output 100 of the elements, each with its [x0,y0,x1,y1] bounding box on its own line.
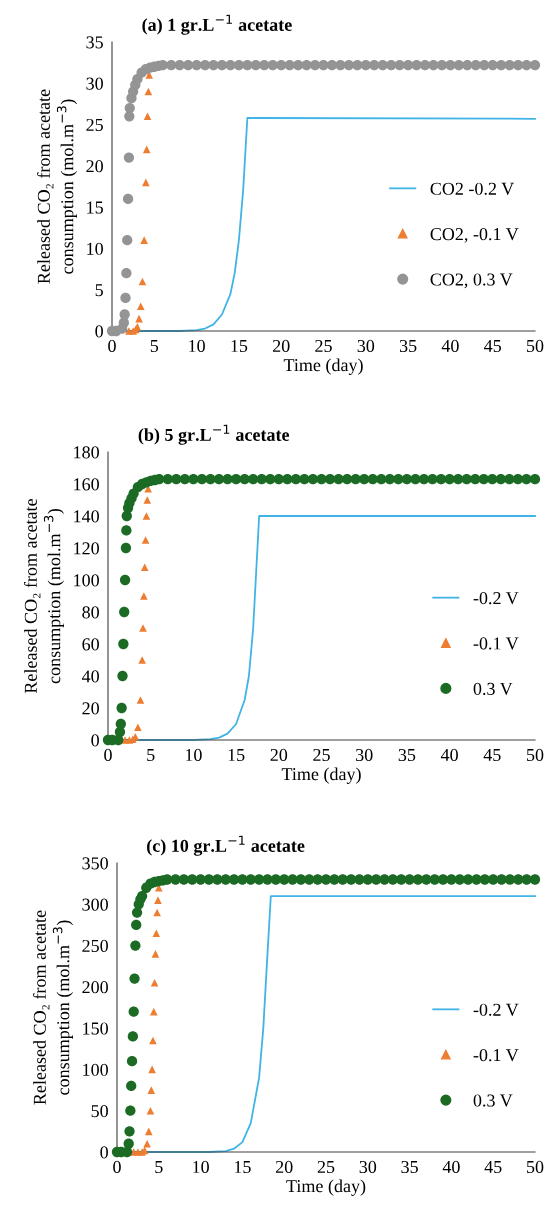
x-tick-label: 45 [484,1160,502,1174]
x-tick-label: 30 [357,339,375,353]
point [141,536,150,544]
y-tick-label: 250 [82,939,108,953]
x-tick-label: 50 [527,339,544,353]
point [148,1065,156,1074]
y-tick-label: 5 [95,284,103,297]
x-tick-label: 10 [189,339,205,353]
legend-label: 0.3 V [473,1094,513,1107]
x-tick-label: 5 [147,749,155,762]
x-tick-label: 0 [113,1160,121,1174]
point [136,696,145,704]
x-tick-label: 45 [483,748,501,762]
y-tick-label: 15 [87,201,103,214]
y-tick-label: 20 [82,702,99,715]
point [144,485,152,493]
x-tick-label: 20 [270,748,288,762]
chart-title: (b) 5 gr.L$^{−1}$ acetate [138,424,290,445]
x-tick-label: 25 [313,748,330,762]
y-tick-label: 0 [100,1146,108,1159]
chart-title: (a) 1 gr.L$^{−1}$ acetate [142,14,292,35]
point [142,145,151,154]
y-tick-label: 140 [74,510,99,523]
point [138,656,146,664]
y-tick-label: 50 [91,1104,108,1118]
point [143,1139,151,1148]
legend-label: CO2, -0.1 V [430,228,519,243]
x-tick-label: 40 [440,748,458,762]
y-axis-title: Released CO₂ from acetate consumption (mol.m$^{−3}$) [33,910,73,1105]
x-tick-label: 20 [272,339,290,353]
x-tick-label: 25 [315,339,332,353]
y-axis-title: Released CO₂ from acetate consumption (mol.m$^{−3}$) [37,89,78,284]
x-tick-label: 45 [484,339,502,353]
point [139,624,147,632]
legend-label: CO2, 0.3 V [430,273,513,289]
y-tick-label: 160 [74,478,99,491]
x-tick-label: 10 [185,748,202,762]
point [150,978,159,987]
y-tick-label: 180 [74,446,99,459]
y-tick-label: 200 [82,981,108,994]
x-tick-label: 50 [527,1160,544,1174]
y-tick-label: 20 [86,160,103,173]
point [136,302,145,311]
point [140,563,149,571]
point [152,929,161,937]
legend-label: 0.3 V [473,682,513,695]
y-tick-label: 40 [81,670,99,683]
x-tick-label: 40 [441,339,459,353]
point [144,1127,153,1136]
point [154,896,162,904]
x-tick-label: 50 [527,748,544,762]
y-tick-label: 35 [86,36,103,49]
y-tick-label: 150 [83,1022,108,1035]
y-axis-title: Released CO₂ from acetate consumption (mol.m$^{−3}$) [24,498,64,694]
x-tick-label: 15 [231,339,248,353]
point [142,178,150,187]
y-tick-label: 100 [74,574,99,587]
point [140,236,148,244]
point [144,87,153,96]
x-tick-label: 35 [401,1160,418,1174]
x-tick-label: 15 [234,1160,251,1174]
x-tick-label: 5 [155,1161,163,1174]
point [134,723,142,731]
y-tick-label: 80 [82,606,99,619]
point [147,1086,156,1094]
y-tick-label: 120 [74,542,99,555]
y-tick-label: 0 [95,325,103,338]
x-tick-label: 35 [399,339,417,353]
y-tick-label: 100 [83,1063,108,1076]
x-tick-label: 20 [275,1160,293,1174]
legend-label: -0.1 V [473,637,519,650]
point [143,112,152,121]
x-tick-label: 25 [317,1160,335,1174]
x-tick-label: 35 [398,748,416,762]
x-axis-title: Time (day) [281,767,361,784]
legend-label: -0.2 V [473,591,519,605]
legend-label: -0.1 V [473,1049,519,1062]
point [143,496,152,504]
legend-label: -0.2 V [473,1003,519,1016]
y-tick-label: 30 [86,77,103,90]
point [149,1007,158,1016]
x-tick-label: 5 [150,340,159,353]
y-tick-label: 60 [82,638,99,651]
y-tick-label: 0 [91,734,99,747]
chart-title: (c) 10 gr.L$^{−1}$ acetate [147,835,305,856]
x-axis-title: Time (day) [286,1179,366,1196]
point [146,1106,155,1115]
y-tick-label: 25 [86,118,103,132]
x-axis-title: Time (day) [283,358,363,375]
y-tick-label: 10 [87,242,103,255]
point [140,592,148,600]
x-tick-label: 15 [228,748,245,762]
y-tick-label: 300 [82,898,108,911]
x-tick-label: 10 [193,1160,209,1174]
legend-label: CO2 -0.2 V [430,182,515,195]
x-tick-label: 30 [356,748,373,762]
x-tick-label: 30 [359,1160,377,1174]
x-tick-label: 40 [442,1160,460,1174]
point [145,71,154,79]
y-tick-label: 350 [82,857,108,870]
